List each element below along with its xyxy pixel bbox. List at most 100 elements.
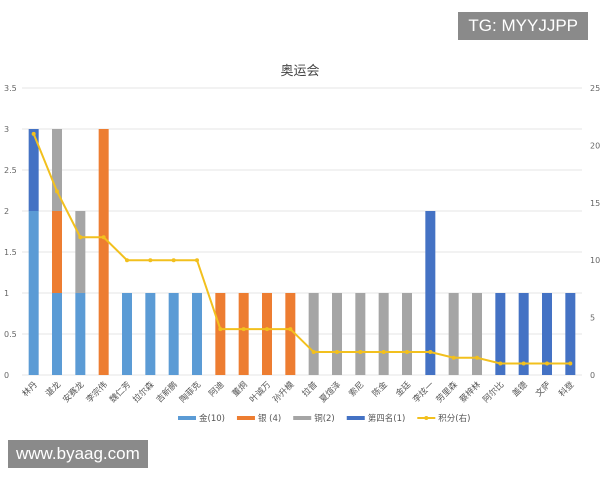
x-tick-label: 拉普 bbox=[300, 379, 320, 399]
score-point bbox=[405, 350, 409, 355]
bar-segment bbox=[52, 211, 62, 293]
legend-swatch bbox=[346, 416, 365, 420]
bar-segment bbox=[448, 293, 459, 375]
bar-segment bbox=[75, 293, 86, 375]
bar-segment bbox=[542, 293, 552, 375]
bar-segment bbox=[28, 129, 39, 211]
score-point bbox=[521, 361, 526, 366]
x-tick-label: 李炫一 bbox=[411, 379, 437, 405]
score-point bbox=[568, 361, 573, 366]
x-tick-label: 金廷 bbox=[393, 379, 413, 399]
x-tick-label: 董炯 bbox=[230, 379, 250, 399]
bar-segment bbox=[168, 293, 179, 375]
bar-segment bbox=[52, 293, 62, 375]
bar-segment bbox=[285, 293, 296, 375]
right-tick-label: 0 bbox=[590, 371, 595, 380]
bar-segment bbox=[192, 293, 202, 375]
bar-segment bbox=[378, 293, 389, 375]
legend-swatch bbox=[293, 416, 312, 420]
score-point bbox=[171, 258, 176, 263]
left-tick-label: 2.5 bbox=[4, 166, 17, 175]
bar-segment bbox=[98, 129, 109, 375]
score-point bbox=[335, 350, 339, 355]
left-tick-label: 0 bbox=[4, 371, 9, 380]
legend-label: 铜(2) bbox=[314, 413, 335, 424]
x-tick-label: 夏煊泽 bbox=[317, 379, 343, 405]
bar-segment bbox=[145, 293, 156, 375]
score-point bbox=[311, 350, 316, 355]
x-tick-label: 叶诚万 bbox=[247, 379, 273, 405]
left-tick-label: 1 bbox=[4, 289, 9, 298]
score-point bbox=[358, 350, 363, 355]
score-point bbox=[451, 355, 456, 360]
x-tick-label: 索尼 bbox=[347, 379, 367, 399]
score-point bbox=[148, 258, 153, 263]
score-point bbox=[218, 327, 223, 332]
legend-swatch bbox=[178, 416, 196, 420]
score-point bbox=[475, 355, 479, 360]
bar-segment bbox=[472, 293, 482, 375]
legend-marker bbox=[424, 416, 429, 420]
bar-segment bbox=[425, 211, 436, 375]
left-tick-label: 0.5 bbox=[4, 330, 17, 339]
bar-segment bbox=[308, 293, 319, 375]
score-point bbox=[545, 361, 549, 366]
x-tick-label: 林丹 bbox=[20, 379, 40, 399]
score-point bbox=[498, 361, 503, 366]
left-tick-label: 1.5 bbox=[4, 248, 17, 257]
right-tick-label: 25 bbox=[590, 84, 600, 93]
chart-title: 奥运会 bbox=[280, 64, 319, 79]
score-point bbox=[195, 258, 199, 263]
x-tick-label: 阿尔比 bbox=[481, 379, 507, 405]
bar-segment bbox=[238, 293, 249, 375]
score-point bbox=[241, 327, 246, 332]
bar-segment bbox=[122, 293, 132, 375]
x-tick-label: 吉新鹏 bbox=[154, 379, 180, 405]
score-point bbox=[265, 327, 269, 332]
bar-segment bbox=[262, 293, 272, 375]
score-point bbox=[125, 258, 129, 263]
score-point bbox=[428, 350, 433, 355]
legend-label: 积分(右) bbox=[438, 413, 470, 424]
watermark-tg: TG: MYYJJPP bbox=[458, 12, 588, 40]
legend-label: 银 (4) bbox=[258, 413, 281, 424]
bar-segment bbox=[75, 211, 86, 293]
left-tick-label: 2 bbox=[4, 207, 9, 216]
x-tick-label: 陶菲克 bbox=[177, 379, 203, 405]
x-tick-label: 拉尔森 bbox=[131, 379, 157, 405]
bar-segment bbox=[52, 129, 62, 211]
score-point bbox=[78, 235, 83, 240]
legend-label: 金(10) bbox=[199, 413, 225, 424]
right-tick-label: 10 bbox=[590, 256, 600, 265]
x-tick-label: 文萨 bbox=[533, 379, 553, 399]
score-point bbox=[101, 235, 106, 240]
left-tick-label: 3 bbox=[4, 125, 9, 134]
score-point bbox=[288, 327, 293, 332]
left-tick-label: 3.5 bbox=[4, 84, 17, 93]
x-tick-label: 孙升模 bbox=[271, 379, 297, 405]
legend-label: 第四名(1) bbox=[368, 413, 406, 424]
bar-segment bbox=[332, 293, 342, 375]
bar-segment bbox=[355, 293, 366, 375]
watermark-url: www.byaag.com bbox=[8, 440, 148, 468]
x-tick-label: 魏仁芳 bbox=[107, 379, 133, 405]
bar-segment bbox=[215, 293, 226, 375]
x-tick-label: 安赛龙 bbox=[61, 379, 87, 405]
legend-swatch bbox=[236, 416, 255, 420]
x-tick-label: 盖德 bbox=[510, 379, 530, 399]
x-tick-label: 劳里森 bbox=[434, 379, 460, 405]
right-tick-label: 15 bbox=[590, 199, 600, 208]
bar-segment bbox=[518, 293, 529, 375]
bar-segment bbox=[402, 293, 412, 375]
x-tick-label: 陈金 bbox=[370, 379, 390, 399]
right-tick-label: 5 bbox=[590, 314, 595, 323]
x-tick-label: 阿迪 bbox=[207, 379, 227, 399]
bar-segment bbox=[495, 293, 506, 375]
x-tick-label: 李宗伟 bbox=[84, 379, 110, 405]
x-tick-label: 科登 bbox=[557, 379, 577, 399]
x-tick-label: 谌龙 bbox=[43, 379, 63, 399]
score-line bbox=[32, 133, 571, 365]
score-point bbox=[31, 131, 36, 136]
score-point bbox=[55, 189, 59, 194]
